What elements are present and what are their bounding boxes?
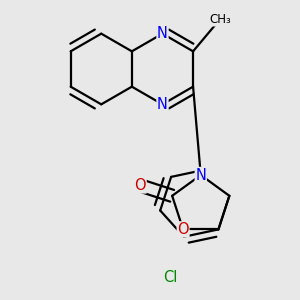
Text: N: N <box>195 167 206 182</box>
Text: CH₃: CH₃ <box>209 13 231 26</box>
Text: O: O <box>177 222 189 237</box>
Text: O: O <box>134 178 146 193</box>
Text: N: N <box>157 97 168 112</box>
Text: N: N <box>157 26 168 41</box>
Text: Cl: Cl <box>164 270 178 285</box>
